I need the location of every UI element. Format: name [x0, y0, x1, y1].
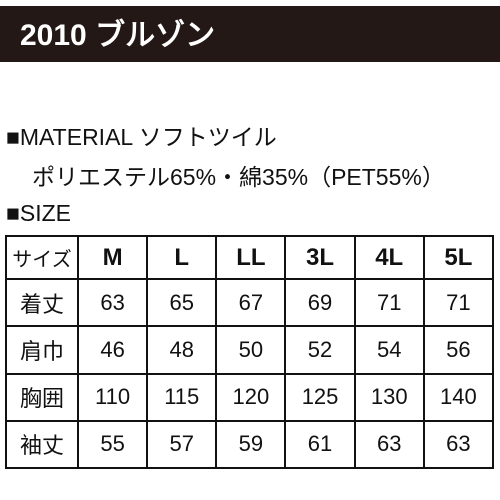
table-cell: 140	[422, 372, 495, 422]
table-cell: 63	[422, 419, 495, 470]
header-cell: M	[76, 234, 149, 281]
header-cell: L	[146, 234, 218, 281]
row-label: 着丈	[5, 278, 79, 328]
table-cell: 125	[284, 372, 356, 422]
header-cell: LL	[215, 234, 287, 281]
header-cell: サイズ	[5, 234, 79, 281]
table-cell: 59	[215, 419, 287, 470]
table-cell: 55	[76, 419, 149, 470]
table-cell: 120	[215, 372, 287, 422]
table-row: 着丈 63 65 67 69 71 71	[5, 278, 495, 328]
size-table: サイズ M L LL 3L 4L 5L 着丈 63 65 67 69 71 71 肩巾 46 48 50 52 54 5…	[5, 234, 495, 470]
table-cell: 52	[284, 325, 356, 375]
header-row: サイズ M L LL 3L 4L 5L	[5, 234, 495, 281]
table-cell: 65	[146, 278, 218, 328]
header-cell: 3L	[284, 234, 356, 281]
table-row: 肩巾 46 48 50 52 54 56	[5, 325, 495, 375]
row-label: 袖丈	[5, 419, 79, 470]
row-label: 胸囲	[5, 372, 79, 422]
table-cell: 50	[215, 325, 287, 375]
header-cell: 4L	[353, 234, 425, 281]
material-composition: ポリエステル65%・綿35%（PET55%）	[32, 164, 445, 190]
row-label: 肩巾	[5, 325, 79, 375]
table-cell: 71	[422, 278, 495, 328]
table-cell: 56	[422, 325, 495, 375]
table-cell: 63	[76, 278, 149, 328]
table-cell: 69	[284, 278, 356, 328]
header-cell: 5L	[422, 234, 495, 281]
table-cell: 67	[215, 278, 287, 328]
material-label: ■MATERIAL ソフトツイル	[6, 124, 277, 150]
table-cell: 130	[353, 372, 425, 422]
table-cell: 54	[353, 325, 425, 375]
table-cell: 57	[146, 419, 218, 470]
size-label: ■SIZE	[6, 200, 72, 226]
table-row: 袖丈 55 57 59 61 63 63	[5, 419, 495, 470]
table-cell: 110	[76, 372, 149, 422]
table-cell: 71	[353, 278, 425, 328]
table-cell: 61	[284, 419, 356, 470]
table-row: 胸囲 110 115 120 125 130 140	[5, 372, 495, 422]
table-cell: 48	[146, 325, 218, 375]
title: 2010 ブルゾン	[20, 19, 216, 52]
table-cell: 46	[76, 325, 149, 375]
table-cell: 115	[146, 372, 218, 422]
title-banner: 2010 ブルゾン	[0, 6, 500, 62]
table-cell: 63	[353, 419, 425, 470]
